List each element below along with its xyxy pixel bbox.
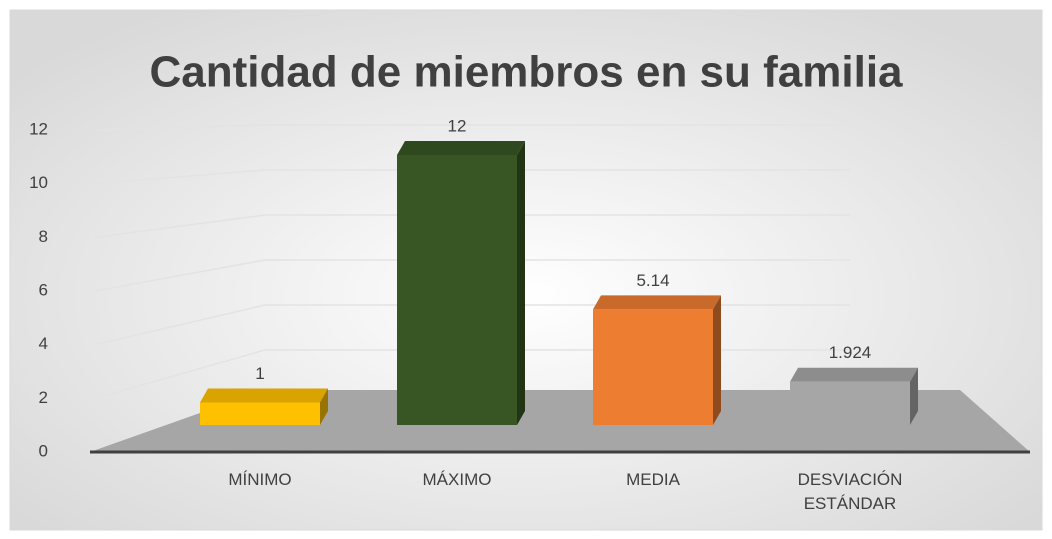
bar-side (713, 295, 721, 425)
grid-line (94, 349, 266, 400)
y-tick-label: 10 (29, 173, 48, 192)
bar-side (910, 367, 918, 425)
bar-top (397, 141, 525, 155)
y-tick-label: 12 (29, 119, 48, 138)
bar-side (517, 141, 525, 425)
bar (397, 155, 517, 425)
bar-top (790, 367, 918, 382)
data-label: 5.14 (636, 271, 669, 290)
x-tick-label-box: DESVIACIÓN ESTÁNDAR (797, 470, 903, 513)
grid-line (94, 304, 266, 346)
bar (200, 402, 320, 425)
x-tick-label: MÁXIMO (422, 470, 492, 489)
bar-side (320, 388, 328, 425)
y-tick-label: 0 (39, 441, 48, 460)
data-label: 1 (255, 364, 264, 383)
bar-top (593, 295, 721, 310)
x-tick-label: MEDIA (626, 470, 680, 489)
bar-top (200, 388, 328, 403)
x-tick-label-box: MÍNIMO (228, 470, 292, 489)
chart-title: Cantidad de miembros en su familia (149, 48, 903, 97)
grid-line (94, 124, 266, 131)
grid-line (94, 259, 266, 292)
x-tick-label: MÍNIMO (228, 470, 292, 489)
grid-line (94, 169, 266, 185)
bar (593, 309, 713, 425)
data-label: 1.924 (829, 343, 872, 362)
y-tick-label: 8 (39, 227, 48, 246)
grid-line (94, 214, 266, 239)
x-tick-label-box: MÁXIMO (422, 470, 492, 489)
y-tick-label: 4 (39, 334, 48, 353)
data-label: 12 (448, 116, 467, 135)
bar (790, 381, 910, 425)
y-tick-label: 6 (39, 280, 48, 299)
x-tick-label: DESVIACIÓN ESTÁNDAR (797, 470, 903, 513)
y-tick-label: 2 (39, 388, 48, 407)
x-tick-label-box: MEDIA (626, 470, 680, 489)
